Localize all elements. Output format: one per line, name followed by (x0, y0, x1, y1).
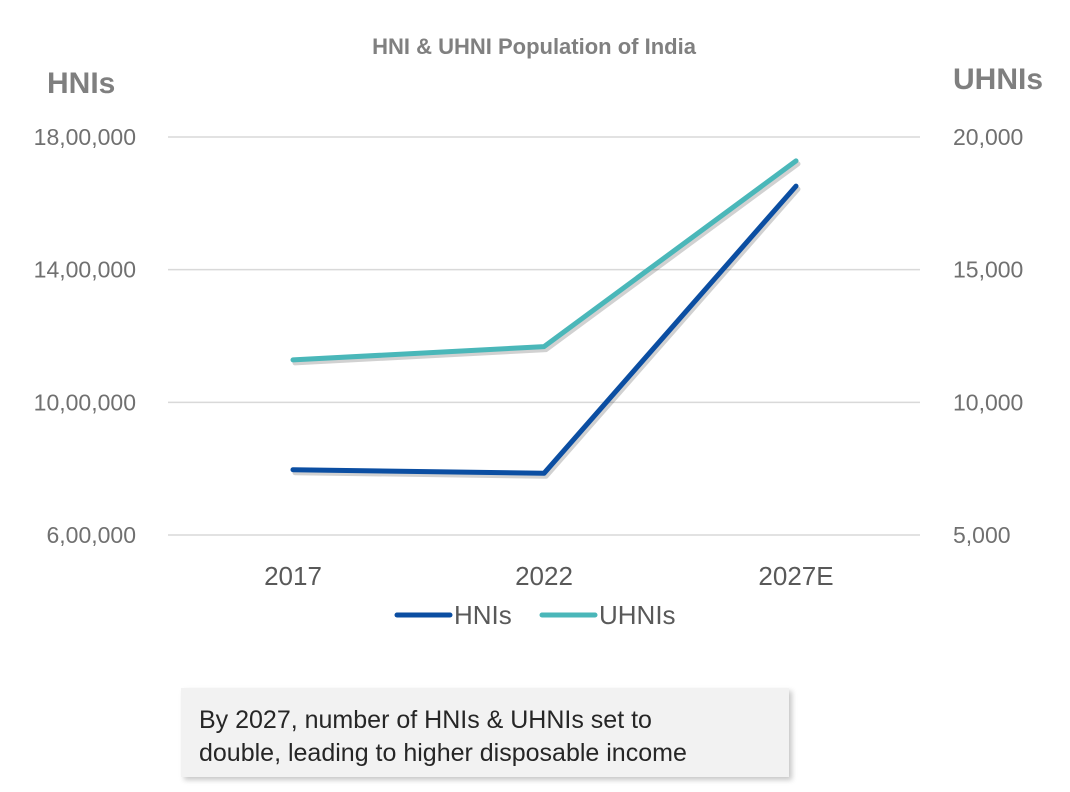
left-tick-label: 10,00,000 (34, 389, 136, 415)
chart-title: HNI & UHNI Population of India (372, 34, 697, 59)
right-tick-label: 15,000 (953, 257, 1023, 283)
left-tick-label: 18,00,000 (34, 124, 136, 150)
x-axis-ticks: 2017 2022 2027E (264, 561, 834, 591)
hnis-line-shadow (292, 186, 801, 479)
right-tick-label: 10,000 (953, 389, 1023, 415)
note-line-2: double, leading to higher disposable inc… (199, 739, 687, 767)
series-lines (290, 158, 801, 479)
legend-label-hnis: HNIs (454, 600, 512, 630)
right-axis-title: UHNIs (953, 63, 1043, 96)
right-tick-label: 5,000 (953, 522, 1011, 548)
x-tick-label: 2027E (758, 561, 833, 591)
right-axis-ticks: 5,000 10,000 15,000 20,000 (953, 124, 1023, 548)
uhnis-line (290, 158, 799, 363)
left-axis-title: HNIs (47, 67, 115, 100)
left-axis-ticks: 6,00,000 10,00,000 14,00,000 18,00,000 (34, 124, 136, 548)
x-tick-label: 2017 (264, 561, 322, 591)
left-tick-label: 14,00,000 (34, 257, 136, 283)
note-line-1: By 2027, number of HNIs & UHNIs set to (199, 706, 652, 734)
line-chart: HNI & UHNI Population of India HNIs UHNI… (34, 34, 1043, 630)
hnis-line (290, 183, 799, 476)
note-box: By 2027, number of HNIs & UHNIs set to d… (181, 688, 789, 777)
left-tick-label: 6,00,000 (46, 522, 136, 548)
x-tick-label: 2022 (515, 561, 573, 591)
gridlines (168, 136, 920, 536)
legend-label-uhnis: UHNIs (599, 600, 676, 630)
legend: HNIs UHNIs (394, 600, 676, 630)
right-tick-label: 20,000 (953, 124, 1023, 150)
uhnis-line-shadow (292, 161, 801, 366)
